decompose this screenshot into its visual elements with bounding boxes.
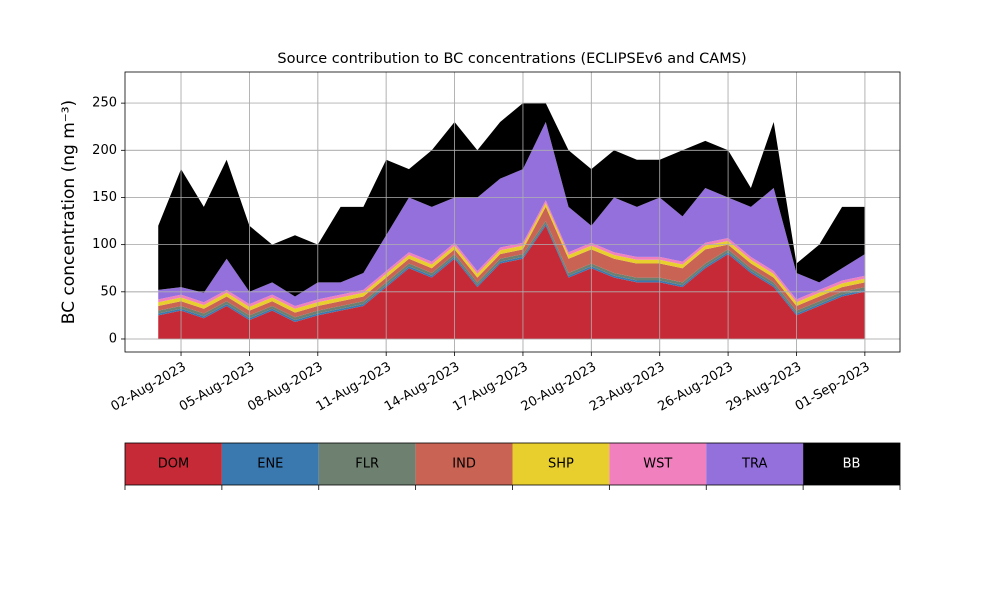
y-axis-label: BC concentration (ng m⁻³) [59, 100, 79, 324]
area [158, 221, 865, 321]
x-tick-label: 14-Aug-2023 [382, 360, 462, 415]
plot-frame [124, 71, 901, 353]
legend-label: BB [843, 457, 861, 472]
y-tick-label: 0 [109, 331, 117, 346]
legend-swatch [125, 443, 222, 485]
y-tick-label: 250 [92, 96, 117, 111]
legend-swatch [803, 443, 900, 485]
area [158, 200, 865, 309]
area [158, 103, 865, 297]
legend-swatch [706, 443, 804, 485]
area [158, 225, 865, 339]
legend-label: DOM [158, 457, 189, 472]
y-tick-label: 150 [92, 190, 117, 205]
y-tick-label: 100 [92, 237, 117, 252]
chart-title: Source contribution to BC concentrations… [277, 51, 746, 67]
legend-swatch [318, 443, 416, 485]
area [158, 223, 865, 322]
legend-swatch [221, 443, 319, 485]
area [158, 206, 865, 318]
legend-swatch [609, 443, 707, 485]
area [158, 203, 865, 313]
legend-frame [124, 442, 901, 486]
legend-swatch [415, 443, 513, 485]
y-tick-label: 50 [100, 284, 117, 299]
x-tick-label: 08-Aug-2023 [245, 360, 325, 415]
x-tick-label: 11-Aug-2023 [314, 360, 394, 415]
legend-label: WST [643, 457, 672, 472]
x-tick-label: 02-Aug-2023 [108, 360, 188, 415]
x-tick-label: 20-Aug-2023 [519, 360, 599, 415]
y-tick-label: 200 [92, 143, 117, 158]
x-tick-label: 29-Aug-2023 [724, 360, 804, 415]
legend-label: FLR [355, 457, 379, 472]
x-tick-label: 17-Aug-2023 [450, 360, 530, 415]
legend-label: IND [452, 457, 476, 472]
x-tick-label: 26-Aug-2023 [656, 360, 736, 415]
legend-label: SHP [548, 457, 574, 472]
legend-label: ENE [257, 457, 283, 472]
legend-label: TRA [741, 457, 767, 472]
area [158, 122, 865, 306]
legend-swatch [512, 443, 610, 485]
x-tick-label: 23-Aug-2023 [587, 360, 667, 415]
x-tick-label: 01-Sep-2023 [793, 360, 873, 415]
x-tick-label: 05-Aug-2023 [177, 360, 257, 415]
